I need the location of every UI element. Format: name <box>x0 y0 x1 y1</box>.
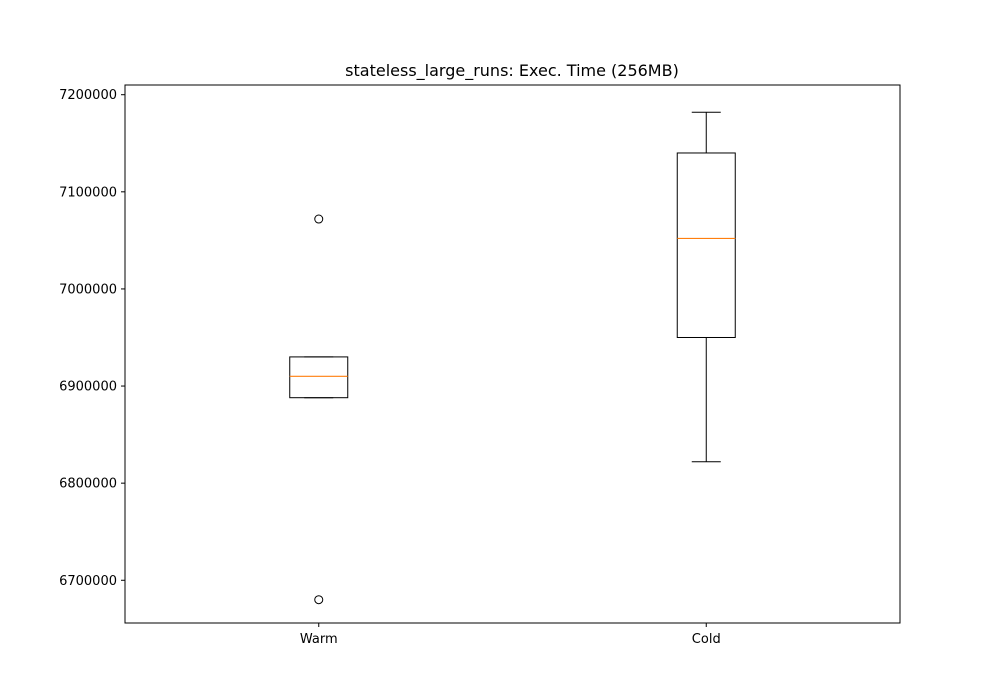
y-tick-label: 7000000 <box>59 282 117 297</box>
box-warm <box>289 214 349 605</box>
chart-title: stateless_large_runs: Exec. Time (256MB) <box>345 61 679 81</box>
y-tick-label: 7100000 <box>59 185 117 200</box>
plot-frame <box>124 84 901 624</box>
y-tick-label: 6900000 <box>59 380 117 395</box>
x-tick-label: Cold <box>692 632 721 647</box>
outlier-point <box>314 214 324 224</box>
box-iqr <box>289 356 349 399</box>
outlier-point <box>314 595 324 605</box>
x-axis: Warm Cold <box>300 623 721 647</box>
y-tick-label: 6800000 <box>59 477 117 492</box>
y-tick-label: 7200000 <box>59 88 117 103</box>
boxes <box>289 111 736 605</box>
x-tick-label: Warm <box>300 632 338 647</box>
y-tick-label: 6700000 <box>59 574 117 589</box>
y-axis: 6700000 6800000 6900000 7000000 7100000 72000… <box>59 88 125 589</box>
box-iqr <box>676 152 736 338</box>
box-cold <box>676 111 736 463</box>
